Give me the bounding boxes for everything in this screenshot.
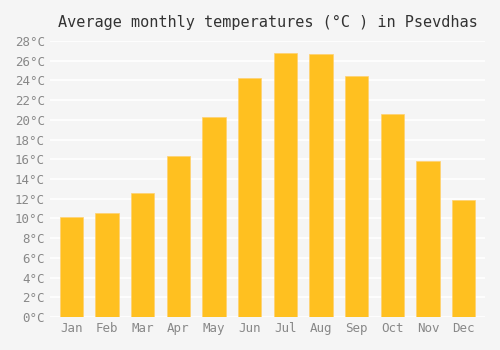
Bar xyxy=(310,54,332,317)
Bar xyxy=(60,217,83,317)
Title: Average monthly temperatures (°C ) in Psevdhas: Average monthly temperatures (°C ) in Ps… xyxy=(58,15,478,30)
Bar xyxy=(416,161,440,317)
Bar xyxy=(238,78,261,317)
Bar xyxy=(131,193,154,317)
Bar xyxy=(380,114,404,317)
Bar xyxy=(274,53,297,317)
Bar xyxy=(345,76,368,317)
Bar xyxy=(96,212,118,317)
Bar xyxy=(452,200,475,317)
Bar xyxy=(202,117,226,317)
Bar xyxy=(166,156,190,317)
